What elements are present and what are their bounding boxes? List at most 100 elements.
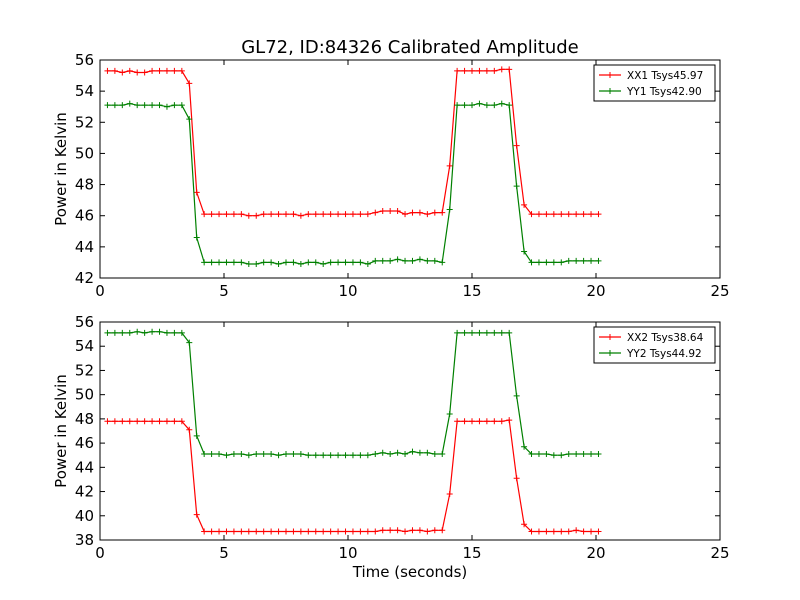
data-point: [320, 260, 327, 267]
data-point: [431, 257, 438, 264]
y-tick-label: 56: [75, 51, 94, 69]
data-point: [521, 201, 528, 208]
data-point: [193, 511, 200, 518]
data-point: [506, 102, 513, 109]
data-point: [305, 259, 312, 266]
data-point: [558, 452, 565, 459]
legend-label: YY2 Tsys44.92: [626, 348, 702, 360]
data-point: [253, 212, 260, 219]
data-point: [402, 528, 409, 535]
data-point: [178, 418, 185, 425]
data-point: [305, 452, 312, 459]
data-point: [193, 432, 200, 439]
data-point: [476, 418, 483, 425]
data-point: [588, 451, 595, 458]
data-point: [409, 209, 416, 216]
data-point: [245, 260, 252, 267]
data-point: [394, 208, 401, 215]
legend-marker: [607, 72, 613, 78]
data-point: [424, 257, 431, 264]
data-point: [483, 418, 490, 425]
data-point: [245, 528, 252, 535]
data-point: [387, 257, 394, 264]
chart-title: GL72, ID:84326 Calibrated Amplitude: [241, 37, 579, 58]
data-point: [476, 100, 483, 107]
data-point: [141, 329, 148, 336]
data-point: [163, 418, 170, 425]
data-point: [134, 328, 141, 335]
data-point: [327, 452, 334, 459]
y-tick-label: 52: [75, 113, 94, 131]
data-point: [119, 69, 126, 76]
data-point: [402, 451, 409, 458]
data-point: [245, 212, 252, 219]
data-point: [275, 528, 282, 535]
data-point: [535, 211, 542, 218]
legend-marker: [607, 88, 613, 94]
data-point: [498, 100, 505, 107]
data-point: [364, 211, 371, 218]
x-tick-label: 0: [95, 544, 105, 562]
data-point: [268, 259, 275, 266]
data-point: [528, 528, 535, 535]
data-point: [171, 418, 178, 425]
data-point: [126, 100, 133, 107]
data-point: [364, 528, 371, 535]
x-tick-label: 20: [586, 544, 605, 562]
data-point: [163, 67, 170, 74]
data-point: [595, 257, 602, 264]
data-point: [550, 452, 557, 459]
data-point: [216, 211, 223, 218]
data-point: [349, 211, 356, 218]
data-point: [342, 528, 349, 535]
data-point: [357, 528, 364, 535]
data-point: [431, 209, 438, 216]
data-point: [208, 211, 215, 218]
data-point: [513, 475, 520, 482]
y-tick-label: 42: [75, 269, 94, 287]
y-tick-label: 54: [75, 82, 94, 100]
data-point: [439, 527, 446, 534]
data-point: [230, 259, 237, 266]
data-point: [565, 257, 572, 264]
data-point: [349, 259, 356, 266]
data-point: [320, 528, 327, 535]
y-tick-label: 44: [75, 458, 94, 476]
data-point: [416, 449, 423, 456]
data-point: [521, 248, 528, 255]
data-point: [491, 67, 498, 74]
data-point: [119, 102, 126, 109]
data-point: [238, 259, 245, 266]
data-point: [402, 257, 409, 264]
data-point: [149, 328, 156, 335]
data-point: [297, 260, 304, 267]
data-point: [283, 451, 289, 458]
data-point: [275, 260, 282, 267]
data-point: [260, 259, 267, 266]
data-point: [476, 67, 483, 74]
x-tick-label: 10: [338, 282, 357, 300]
data-point: [126, 329, 133, 336]
data-point: [201, 451, 208, 458]
data-point: [543, 211, 550, 218]
data-point: [528, 259, 535, 266]
data-point: [275, 211, 282, 218]
data-point: [111, 329, 118, 336]
x-tick-label: 25: [710, 282, 729, 300]
data-point: [156, 67, 163, 74]
data-point: [342, 259, 349, 266]
data-point: [580, 451, 587, 458]
data-point: [335, 259, 342, 266]
data-point: [268, 451, 275, 458]
data-point: [454, 329, 461, 336]
y-tick-label: 44: [75, 238, 94, 256]
data-point: [439, 451, 446, 458]
data-point: [275, 452, 282, 459]
data-point: [558, 211, 565, 218]
top-plot: 0 5 10 15 20 25 42 44 46 48 50 52 54 56 Power in Kelvi…: [52, 51, 730, 300]
data-point: [595, 451, 602, 458]
data-point: [260, 528, 267, 535]
x-tick-label: 15: [462, 544, 481, 562]
data-point: [424, 449, 431, 456]
data-point: [342, 211, 349, 218]
